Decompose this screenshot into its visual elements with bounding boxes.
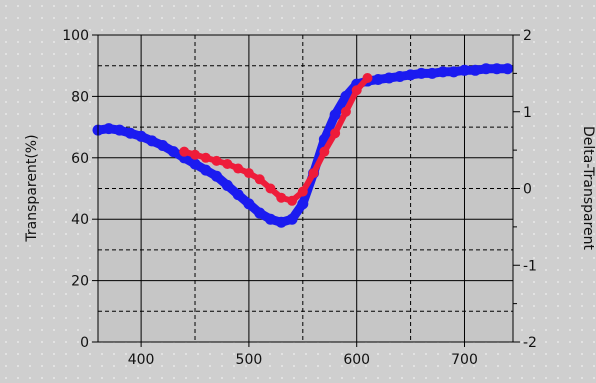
data-point [135, 130, 147, 142]
ticks [92, 34, 520, 347]
y2-axis-title: Delta-Transparent [580, 126, 596, 251]
data-point [405, 69, 417, 81]
data-point [383, 72, 395, 84]
data-point [124, 127, 136, 139]
y-tick-label: 80 [71, 89, 89, 105]
data-point [200, 164, 212, 176]
data-point [502, 63, 514, 75]
data-point [394, 70, 406, 82]
data-point [211, 155, 222, 166]
data-point [308, 168, 319, 179]
data-point [448, 66, 460, 78]
data-point [458, 64, 470, 76]
data-point [319, 146, 330, 157]
series-2 [179, 72, 373, 206]
x-tick-label: 500 [236, 352, 263, 368]
data-point [189, 158, 201, 170]
data-point [426, 67, 438, 79]
data-point [372, 74, 384, 86]
y-tick-label: 0 [80, 335, 89, 351]
plot-frame [97, 34, 514, 343]
x-tick-label: 700 [451, 352, 478, 368]
data-point [275, 216, 287, 228]
data-point [297, 186, 308, 197]
data-point [221, 179, 233, 191]
y2-tick-label: -1 [523, 258, 537, 274]
x-tick-label: 400 [128, 352, 155, 368]
data-point [211, 170, 223, 182]
tick-labels: 400 500 600 700 0 20 40 60 80 100 -2 -1 0 1 2 [62, 28, 537, 368]
data-point [286, 213, 298, 225]
data-point [179, 146, 190, 157]
data-point [232, 189, 244, 201]
y2-tick-label: 0 [523, 182, 532, 198]
data-point [276, 192, 287, 203]
x-tick-label: 600 [343, 352, 370, 368]
data-point [469, 64, 481, 76]
data-point [222, 158, 233, 169]
data-point [480, 63, 492, 75]
data-point [340, 106, 351, 117]
y2-tick-label: -2 [523, 335, 537, 351]
data-point [146, 135, 158, 147]
y-tick-label: 60 [71, 151, 89, 167]
data-point [103, 123, 115, 135]
data-point [415, 67, 427, 79]
data-point [254, 207, 266, 219]
y-tick-label: 100 [62, 28, 89, 44]
series-1 [92, 63, 514, 228]
data-point [329, 109, 341, 121]
data-point [330, 128, 341, 139]
y-axis-title: Transparent(%) [24, 134, 40, 242]
series-group [92, 63, 514, 228]
y2-tick-label: 2 [523, 28, 532, 44]
data-point [200, 152, 211, 163]
y-tick-label: 40 [71, 212, 89, 228]
data-point [297, 198, 309, 210]
data-point [491, 63, 503, 75]
data-point [243, 168, 254, 179]
data-point [362, 72, 373, 83]
data-point [264, 213, 276, 225]
data-point [340, 90, 352, 102]
data-point [167, 146, 179, 158]
y2-tick-label: 1 [523, 105, 532, 121]
data-point [351, 85, 362, 96]
data-point [190, 149, 201, 160]
data-point [157, 140, 169, 152]
data-point [233, 163, 244, 174]
data-point [254, 174, 265, 185]
data-point [114, 124, 126, 136]
data-point [243, 198, 255, 210]
data-point [287, 195, 298, 206]
data-point [437, 66, 449, 78]
data-point [265, 183, 276, 194]
y-tick-label: 20 [71, 274, 89, 290]
